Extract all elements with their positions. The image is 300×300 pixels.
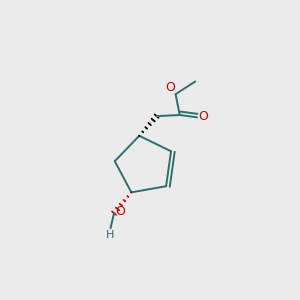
Text: O: O xyxy=(198,110,208,123)
Text: H: H xyxy=(106,230,114,240)
Text: O: O xyxy=(115,205,125,218)
Text: O: O xyxy=(166,81,176,94)
